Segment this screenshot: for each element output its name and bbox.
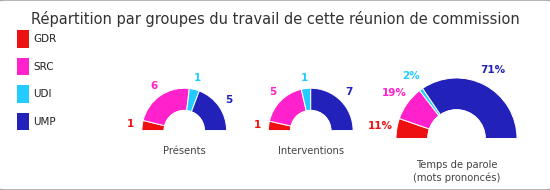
Text: 19%: 19%: [382, 88, 406, 98]
Wedge shape: [301, 88, 311, 111]
Wedge shape: [311, 88, 353, 131]
Text: 7: 7: [345, 87, 353, 97]
Bar: [16, 113, 29, 130]
Wedge shape: [268, 121, 292, 131]
Wedge shape: [396, 119, 430, 139]
Text: 2%: 2%: [403, 71, 420, 81]
Text: SRC: SRC: [33, 62, 54, 71]
Text: Présents: Présents: [163, 146, 206, 156]
Text: 5: 5: [225, 95, 232, 105]
Wedge shape: [143, 88, 189, 126]
Wedge shape: [422, 78, 517, 139]
Text: 5: 5: [269, 87, 276, 97]
Bar: [16, 86, 29, 103]
Text: 1: 1: [194, 73, 201, 83]
Wedge shape: [142, 120, 165, 131]
Text: 1: 1: [254, 120, 261, 130]
Wedge shape: [191, 91, 227, 131]
Circle shape: [164, 111, 204, 151]
Text: UMP: UMP: [33, 117, 56, 127]
Text: UDI: UDI: [33, 89, 52, 99]
Text: 1: 1: [301, 73, 309, 83]
Bar: [16, 58, 29, 75]
Wedge shape: [270, 89, 306, 126]
Wedge shape: [420, 88, 441, 116]
Text: Temps de parole
(mots prononcés): Temps de parole (mots prononcés): [413, 161, 500, 183]
Wedge shape: [399, 91, 439, 129]
Text: 6: 6: [150, 81, 157, 91]
Circle shape: [428, 110, 485, 167]
Bar: [16, 30, 29, 48]
Text: Interventions: Interventions: [278, 146, 344, 156]
Wedge shape: [186, 89, 199, 112]
Text: 11%: 11%: [368, 121, 393, 131]
Text: GDR: GDR: [33, 34, 56, 44]
Text: 1: 1: [127, 119, 134, 129]
Circle shape: [291, 111, 331, 151]
Text: Répartition par groupes du travail de cette réunion de commission: Répartition par groupes du travail de ce…: [31, 11, 519, 27]
Text: 71%: 71%: [480, 66, 505, 75]
